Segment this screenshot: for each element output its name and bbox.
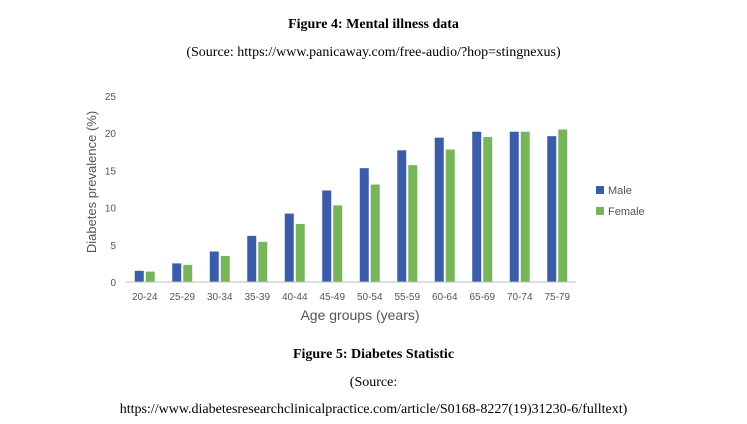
bar-female-75-79	[558, 129, 568, 282]
bar-male-60-64	[434, 137, 444, 282]
bar-female-65-69	[483, 136, 493, 282]
y-tick-label: 5	[110, 241, 116, 252]
x-tick-label: 20-24	[132, 292, 158, 303]
bar-male-75-79	[547, 136, 557, 282]
x-tick-label: 55-59	[394, 292, 420, 303]
figure5-title: Figure 5: Diabetes Statistic	[292, 347, 455, 362]
x-tick-label: 70-74	[507, 292, 533, 303]
legend-swatch-female	[596, 207, 604, 215]
figure4-source: (Source: https://www.panicaway.com/free-…	[186, 45, 561, 60]
y-axis: 0 5 10 15 20 25	[105, 92, 117, 289]
x-tick-label: 25-29	[169, 292, 195, 303]
y-tick-label: 25	[105, 92, 117, 103]
bar-female-50-54	[370, 184, 380, 282]
y-tick-label: 15	[105, 166, 117, 177]
bar-female-70-74	[520, 131, 530, 282]
x-axis: 20-24 25-29 30-34 35-39 40-44 45-49 50-54 55-59…	[126, 281, 576, 303]
diabetes-bar-chart: 0 5 10 15 20 25 20-24 25-29 30-34 35-39 40-44 45-4…	[84, 92, 645, 323]
bar-female-35-39	[258, 241, 268, 282]
x-tick-label: 75-79	[544, 292, 570, 303]
bar-male-25-29	[172, 263, 182, 282]
bar-male-65-69	[472, 131, 482, 282]
x-tick-label: 40-44	[282, 292, 308, 303]
bar-male-20-24	[134, 270, 144, 282]
bars	[134, 129, 568, 282]
x-tick-label: 65-69	[469, 292, 495, 303]
bar-male-40-44	[284, 213, 294, 282]
legend-label-female: Female	[608, 206, 645, 218]
bar-female-25-29	[183, 264, 193, 282]
bar-female-45-49	[333, 205, 343, 282]
bar-female-55-59	[408, 165, 418, 282]
x-tick-label: 60-64	[432, 292, 458, 303]
bar-male-55-59	[397, 150, 407, 282]
bar-male-30-34	[209, 251, 219, 282]
legend: Male Female	[596, 185, 645, 218]
legend-label-male: Male	[608, 185, 632, 197]
x-tick-label: 30-34	[207, 292, 233, 303]
bar-female-60-64	[445, 149, 455, 282]
bar-female-30-34	[220, 255, 230, 282]
figure5-source-label: (Source:	[349, 375, 398, 390]
bar-female-20-24	[145, 271, 155, 282]
legend-swatch-male	[596, 186, 604, 194]
x-tick-label: 50-54	[357, 292, 383, 303]
bar-male-45-49	[322, 190, 332, 282]
bar-male-35-39	[247, 235, 257, 282]
y-axis-label: Diabetes prevalence (%)	[84, 111, 99, 253]
bar-male-50-54	[359, 168, 369, 282]
x-axis-label: Age groups (years)	[300, 307, 419, 323]
y-tick-label: 0	[110, 278, 116, 289]
bar-male-70-74	[509, 131, 519, 282]
x-tick-label: 35-39	[244, 292, 270, 303]
figure4-title: Figure 4: Mental illness data	[288, 17, 459, 32]
bar-female-40-44	[295, 223, 305, 282]
figure5-source-url: https://www.diabetesresearchclinicalprac…	[119, 402, 628, 417]
y-tick-label: 20	[105, 129, 117, 140]
y-tick-label: 10	[105, 204, 117, 215]
x-tick-label: 45-49	[319, 292, 345, 303]
